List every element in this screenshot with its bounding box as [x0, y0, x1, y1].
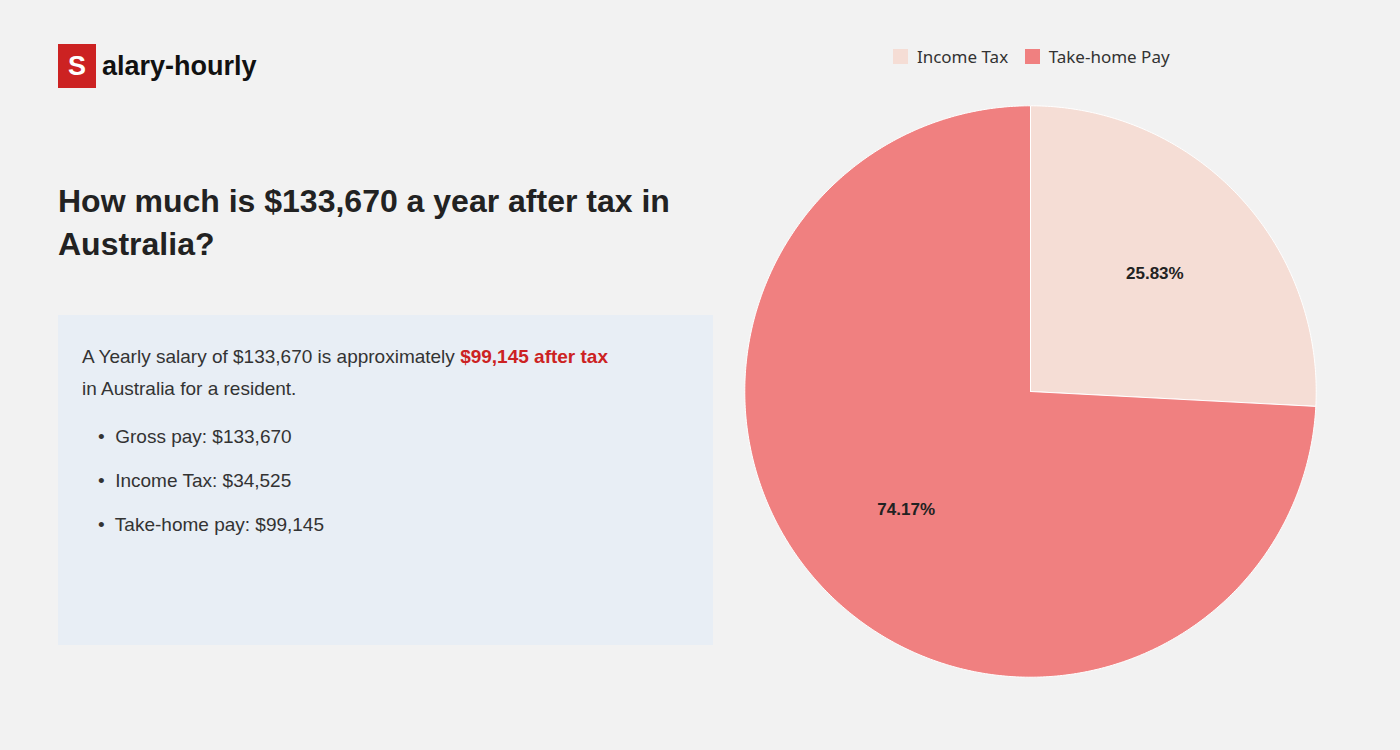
html-text:• Gross pay: $133,670: • Gross pay: $133,670	[98, 425, 292, 447]
html-text:S: S	[68, 50, 86, 81]
html-text:• Income Tax: $34,525: • Income Tax: $34,525	[98, 469, 292, 491]
html-text:A Yearly salary of $133,670 is: A Yearly salary of $133,670 is approxima…	[82, 346, 608, 367]
html-text:alary-hourly: alary-hourly	[102, 50, 257, 81]
html-text:Take-home Pay: Take-home Pay	[1048, 45, 1170, 68]
svg-text:74.17%: 74.17%	[877, 500, 935, 519]
html-text:• Take-home pay: $99,145: • Take-home pay: $99,145	[98, 513, 324, 535]
html-text:Income Tax: Income Tax	[916, 45, 1009, 68]
html-text:in Australia for a resident.: in Australia for a resident.	[82, 378, 297, 400]
html-text:How much is $133,670 a year af: How much is $133,670 a year after tax in…	[58, 183, 670, 263]
svg-text:25.83%: 25.83%	[1126, 264, 1184, 283]
